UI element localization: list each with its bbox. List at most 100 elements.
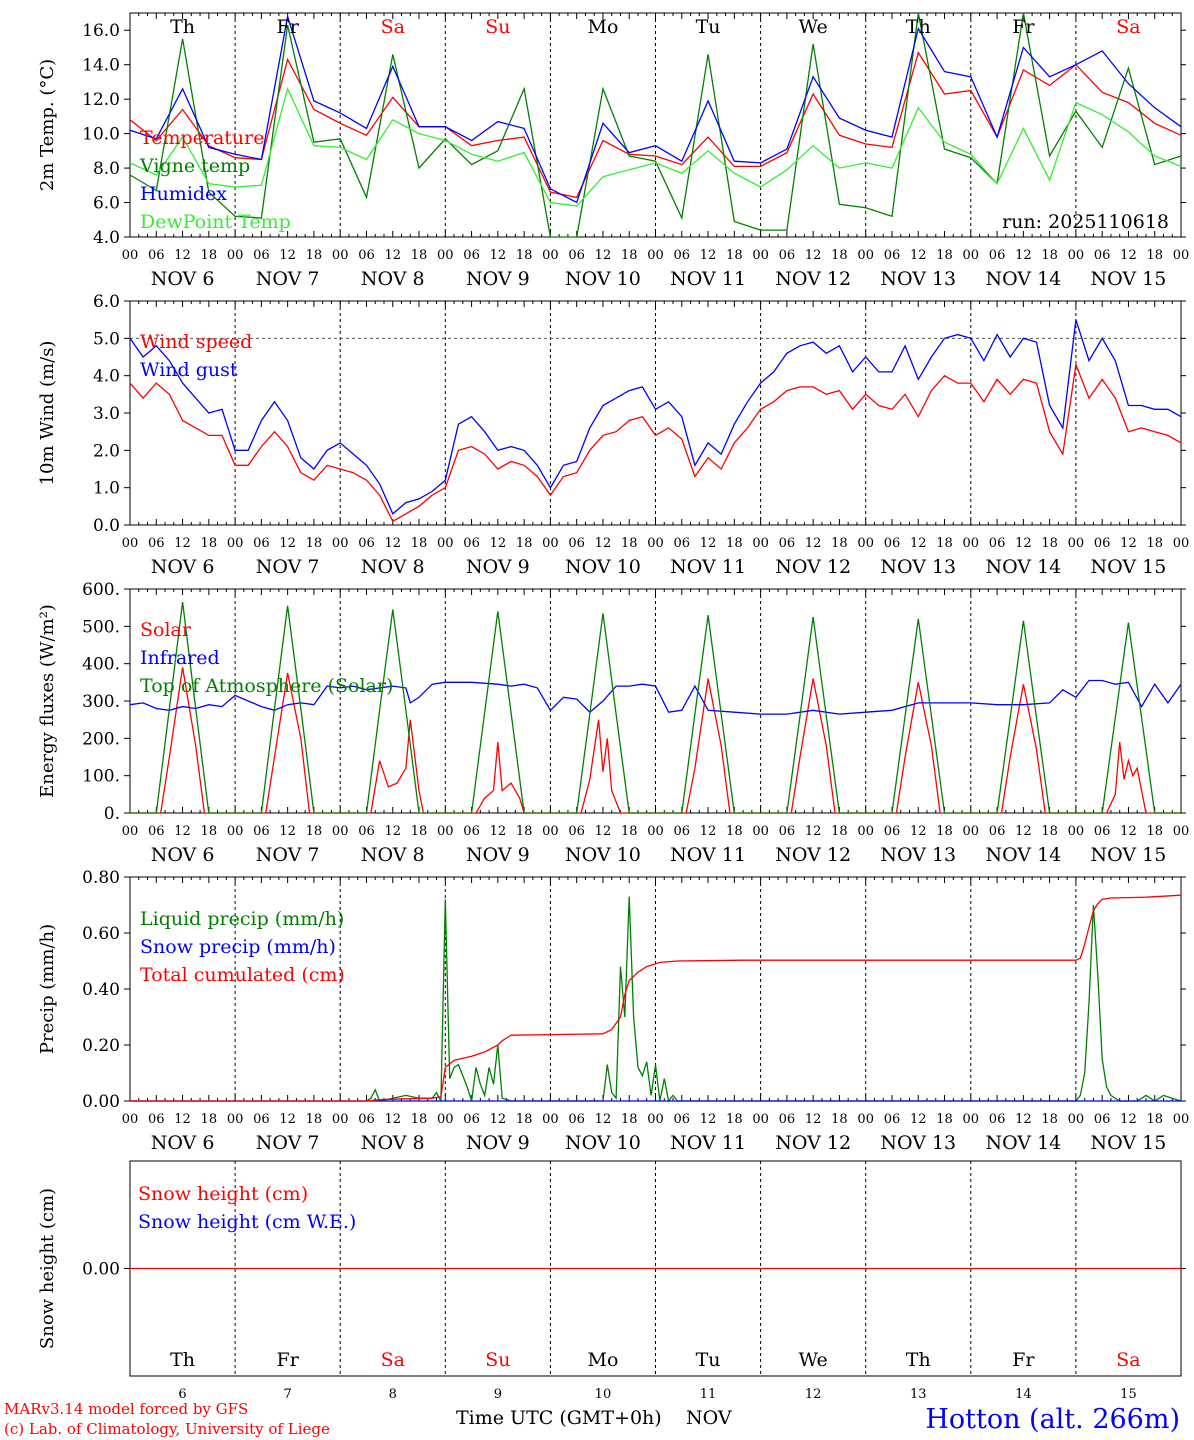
hour-label: 00 (1068, 824, 1085, 839)
day-abbr-label: Fr (277, 16, 300, 38)
hour-label: 12 (595, 248, 612, 263)
run-annotation: run: 2025110618 (1002, 211, 1169, 233)
hour-label: 12 (805, 824, 822, 839)
y-tick-label: 0.20 (82, 1036, 120, 1056)
day-abbr-label: Th (170, 16, 195, 38)
date-label: NOV 11 (670, 556, 746, 578)
hour-label: 18 (516, 824, 533, 839)
day-number-label: 9 (494, 1387, 502, 1402)
series-line-wind-speed (129, 361, 1182, 523)
hour-label: 06 (884, 1112, 901, 1127)
hour-label: 00 (332, 824, 349, 839)
legend-entry: Wind speed (140, 331, 252, 353)
legend-entry: Snow precip (mm/h) (140, 936, 336, 958)
x-axis-title: Time UTC (GMT+0h) (456, 1407, 662, 1429)
hour-label: 18 (726, 248, 743, 263)
hour-label: 18 (831, 824, 848, 839)
date-label: NOV 13 (880, 1132, 956, 1154)
date-label: NOV 14 (985, 268, 1061, 290)
date-label: NOV 9 (466, 1132, 530, 1154)
series-line-wind-gust (129, 319, 1182, 515)
hour-label: 18 (936, 824, 953, 839)
hour-label: 18 (411, 248, 428, 263)
hour-label: 06 (884, 536, 901, 551)
y-tick-label: 600. (82, 580, 120, 600)
date-label: NOV 9 (466, 844, 530, 866)
hour-label: 00 (542, 248, 559, 263)
hour-label: 18 (411, 1112, 428, 1127)
hour-label: 00 (437, 1112, 454, 1127)
day-abbr-label: We (799, 16, 828, 38)
hour-label: 06 (568, 536, 585, 551)
y-tick-label: 0.00 (82, 1092, 120, 1112)
date-label: NOV 8 (361, 1132, 425, 1154)
y-tick-label: 0.40 (82, 980, 120, 1000)
date-label: NOV 10 (565, 844, 641, 866)
hour-label: 06 (148, 824, 165, 839)
y-axis-title: Energy fluxes (W/m²) (37, 604, 58, 798)
date-label: NOV 14 (985, 1132, 1061, 1154)
hour-label: 18 (201, 824, 218, 839)
hour-label: 12 (384, 1112, 401, 1127)
y-tick-label: 0. (104, 804, 120, 824)
hour-label: 00 (857, 248, 874, 263)
legend-entry: Infrared (140, 647, 220, 669)
y-tick-label: 100. (82, 767, 120, 787)
day-abbr-label: Fr (1012, 1349, 1035, 1371)
date-label: NOV 12 (775, 844, 851, 866)
date-label: NOV 14 (985, 556, 1061, 578)
hour-label: 06 (463, 1112, 480, 1127)
hour-label: 18 (411, 536, 428, 551)
hour-label: 12 (279, 824, 296, 839)
hour-label: 18 (1146, 248, 1163, 263)
hour-label: 12 (174, 536, 191, 551)
hour-label: 18 (621, 248, 638, 263)
day-number-label: 11 (700, 1387, 717, 1402)
hour-label: 00 (437, 536, 454, 551)
series-line-vigne-temp (129, 12, 1182, 238)
hour-label: 06 (358, 248, 375, 263)
date-label: NOV 9 (466, 556, 530, 578)
day-number-label: 8 (389, 1387, 397, 1402)
hour-label: 18 (306, 824, 323, 839)
date-label: NOV 12 (775, 1132, 851, 1154)
hour-label: 12 (174, 824, 191, 839)
hour-label: 06 (253, 536, 270, 551)
hour-label: 18 (726, 824, 743, 839)
date-label: NOV 10 (565, 556, 641, 578)
date-label: NOV 15 (1091, 556, 1167, 578)
hour-label: 00 (647, 536, 664, 551)
hour-label: 06 (1094, 248, 1111, 263)
date-label: NOV 6 (151, 556, 215, 578)
hour-label: 12 (174, 1112, 191, 1127)
series-line-dewpoint-temp (129, 86, 1182, 207)
hour-label: 00 (857, 536, 874, 551)
hour-label: 18 (936, 1112, 953, 1127)
day-abbr-label: Th (170, 1349, 195, 1371)
y-tick-label: 5.0 (93, 329, 120, 349)
date-label: NOV 8 (361, 556, 425, 578)
date-label: NOV 7 (256, 844, 320, 866)
hour-label: 18 (831, 248, 848, 263)
x-axis-month: NOV (686, 1407, 732, 1429)
hour-label: 12 (490, 824, 507, 839)
hour-label: 06 (463, 824, 480, 839)
date-label: NOV 6 (151, 268, 215, 290)
hour-label: 18 (411, 824, 428, 839)
hour-label: 00 (332, 1112, 349, 1127)
series-line-liquid-precip-mm-h- (130, 896, 1182, 1103)
series-line-total-cumulated-cm- (130, 894, 1182, 1102)
day-number-label: 14 (1015, 1387, 1032, 1402)
hour-label: 12 (910, 824, 927, 839)
hour-label: 00 (1068, 536, 1085, 551)
hour-label: 06 (779, 248, 796, 263)
y-tick-label: 1.0 (93, 479, 120, 499)
hour-label: 06 (358, 536, 375, 551)
legend-entry: Top of Atmosphere (Solar) (140, 675, 393, 697)
day-abbr-label: Mo (587, 1349, 618, 1371)
hour-label: 18 (516, 248, 533, 263)
date-label: NOV 11 (670, 844, 746, 866)
hour-label: 18 (201, 248, 218, 263)
y-tick-label: 16.0 (82, 21, 120, 41)
legend-entry: Snow height (cm) (138, 1183, 308, 1205)
